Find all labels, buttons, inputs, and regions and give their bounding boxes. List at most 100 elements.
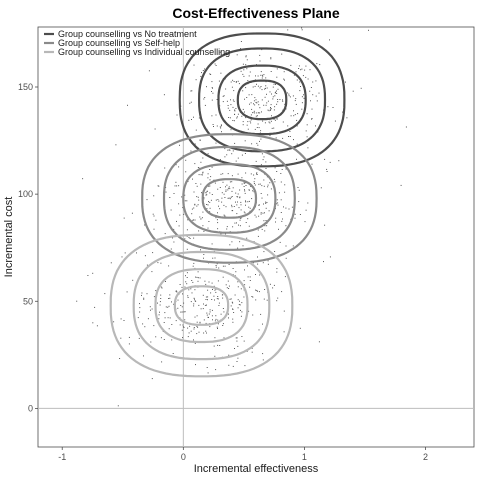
data-point (240, 217, 242, 219)
data-point (157, 185, 159, 187)
data-point (186, 277, 188, 278)
data-point (261, 185, 263, 187)
data-point (192, 178, 193, 180)
data-point (310, 87, 312, 88)
data-point (294, 217, 296, 219)
data-point (276, 103, 278, 105)
data-point (203, 230, 205, 232)
data-point (252, 86, 254, 88)
data-point (215, 199, 217, 201)
y-tick-label: 100 (18, 189, 33, 199)
data-point (250, 185, 252, 187)
data-point (285, 245, 287, 247)
data-point (259, 183, 261, 185)
data-point (203, 303, 204, 305)
data-point (209, 211, 211, 213)
data-point (168, 328, 170, 330)
data-point (249, 120, 251, 122)
data-point (120, 318, 122, 320)
data-point (244, 365, 246, 367)
data-point (261, 197, 263, 199)
data-point (244, 189, 245, 191)
data-point (237, 247, 239, 249)
data-point (256, 174, 258, 175)
data-point (177, 307, 179, 309)
data-point (259, 54, 261, 56)
data-point (269, 182, 271, 184)
data-point (227, 197, 229, 199)
data-point (205, 192, 207, 194)
data-point (263, 251, 265, 253)
data-point (165, 306, 167, 308)
data-point (192, 265, 194, 267)
data-point (255, 99, 257, 101)
data-point (257, 290, 258, 292)
data-point (148, 70, 150, 72)
data-point (211, 315, 213, 317)
data-point (207, 204, 209, 206)
data-point (251, 198, 253, 200)
data-point (211, 115, 213, 117)
data-point (217, 199, 219, 200)
data-point (183, 326, 185, 328)
data-point (237, 286, 239, 288)
data-point (186, 283, 188, 285)
data-point (231, 241, 233, 243)
data-point (274, 251, 276, 252)
data-point (246, 350, 248, 352)
data-point (244, 190, 246, 192)
data-point (204, 97, 206, 98)
data-point (235, 108, 237, 109)
data-point (151, 308, 153, 310)
data-point (207, 299, 208, 301)
data-point (280, 173, 282, 174)
data-point (265, 161, 267, 163)
data-point (293, 139, 294, 141)
data-point (193, 207, 195, 209)
data-point (251, 296, 253, 297)
data-point (400, 184, 402, 186)
data-point (92, 322, 94, 324)
data-point (220, 233, 222, 235)
data-point (192, 220, 194, 221)
data-point (232, 302, 234, 304)
data-point (226, 226, 228, 228)
data-point (192, 281, 194, 283)
data-point (211, 99, 213, 101)
data-point (239, 189, 241, 191)
data-point (227, 149, 229, 151)
data-point (259, 112, 261, 114)
data-point (228, 264, 230, 265)
data-point (178, 225, 180, 227)
data-point (310, 100, 311, 102)
data-point (229, 198, 231, 200)
data-point (158, 314, 160, 316)
data-point (246, 97, 248, 98)
data-point (221, 131, 222, 133)
data-point (184, 238, 186, 240)
data-point (311, 163, 313, 165)
data-point (193, 237, 195, 239)
data-point (279, 99, 281, 100)
data-point (212, 257, 214, 259)
data-point (163, 339, 165, 340)
data-point (309, 90, 311, 92)
data-point (216, 219, 218, 221)
data-point (254, 85, 256, 87)
data-point (306, 136, 308, 138)
data-point (285, 257, 287, 259)
data-point (202, 171, 204, 173)
data-point (257, 235, 259, 237)
data-point (195, 364, 196, 366)
data-point (170, 209, 172, 211)
data-point (263, 185, 265, 187)
data-point (196, 196, 198, 198)
data-point (205, 330, 207, 332)
data-point (270, 109, 271, 111)
data-point (228, 354, 230, 356)
data-point (230, 81, 232, 83)
series-points-2 (82, 87, 331, 292)
data-point (251, 143, 253, 145)
contour-ring (198, 47, 327, 153)
data-point (281, 169, 283, 170)
